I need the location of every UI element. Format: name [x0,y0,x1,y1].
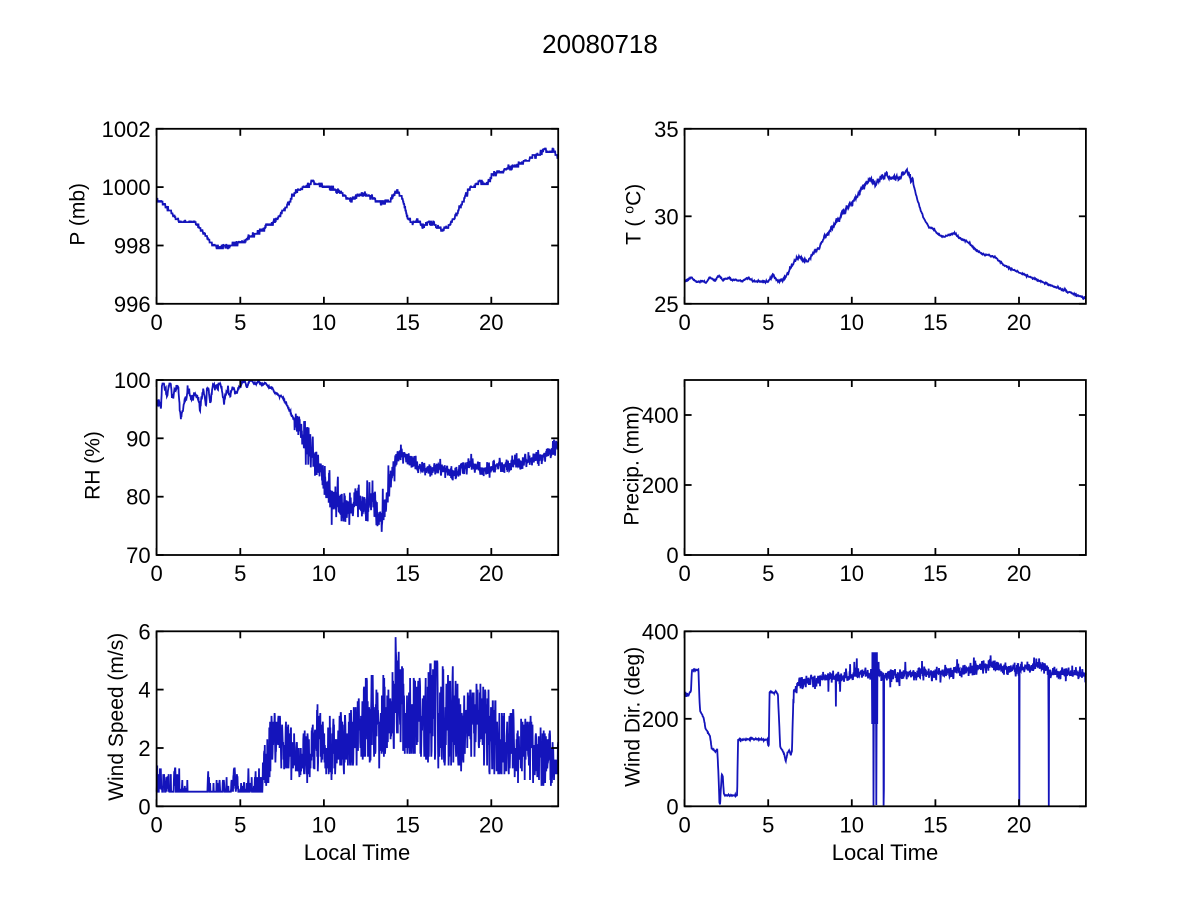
svg-text:80: 80 [126,485,150,510]
svg-text:0: 0 [666,794,678,819]
svg-text:1000: 1000 [102,175,151,200]
svg-text:200: 200 [642,707,679,732]
svg-text:5: 5 [762,561,774,586]
svg-text:Precip. (mm): Precip. (mm) [621,405,644,525]
svg-text:10: 10 [312,561,336,586]
svg-text:35: 35 [654,117,678,142]
svg-text:400: 400 [642,403,679,428]
svg-text:20080718: 20080718 [542,29,658,59]
svg-text:200: 200 [642,473,679,498]
svg-text:0: 0 [678,561,690,586]
svg-text:10: 10 [840,812,864,837]
svg-text:15: 15 [395,561,419,586]
svg-text:100: 100 [114,368,151,393]
svg-text:20: 20 [1007,561,1031,586]
svg-text:15: 15 [923,812,947,837]
svg-text:15: 15 [923,561,947,586]
svg-text:RH (%): RH (%) [82,431,105,500]
svg-text:998: 998 [114,234,151,259]
svg-text:Local Time: Local Time [832,840,938,865]
svg-text:15: 15 [395,812,419,837]
svg-text:0: 0 [150,310,162,335]
svg-text:10: 10 [312,812,336,837]
svg-text:T ( oC): T ( oC) [621,184,646,245]
svg-text:10: 10 [840,561,864,586]
svg-text:P (mb): P (mb) [67,183,90,246]
svg-text:2: 2 [138,736,150,761]
svg-text:10: 10 [312,310,336,335]
svg-text:30: 30 [654,204,678,229]
svg-text:0: 0 [150,812,162,837]
svg-text:0: 0 [150,561,162,586]
svg-text:4: 4 [138,678,150,703]
svg-text:5: 5 [762,812,774,837]
svg-text:1002: 1002 [102,117,151,142]
svg-text:5: 5 [234,310,246,335]
svg-text:20: 20 [479,561,503,586]
svg-text:Wind Dir. (deg): Wind Dir. (deg) [622,647,645,787]
svg-text:Wind Speed (m/s): Wind Speed (m/s) [105,633,128,801]
svg-text:20: 20 [1007,310,1031,335]
svg-text:6: 6 [138,619,150,644]
svg-text:0: 0 [138,794,150,819]
svg-text:20: 20 [1007,812,1031,837]
svg-text:70: 70 [126,543,150,568]
svg-text:5: 5 [234,561,246,586]
svg-text:0: 0 [678,310,690,335]
svg-text:Local Time: Local Time [304,840,410,865]
svg-text:20: 20 [479,310,503,335]
svg-text:0: 0 [666,543,678,568]
svg-text:15: 15 [395,310,419,335]
svg-text:5: 5 [234,812,246,837]
svg-text:5: 5 [762,310,774,335]
svg-text:25: 25 [654,292,678,317]
svg-text:400: 400 [642,619,679,644]
svg-text:996: 996 [114,292,151,317]
svg-text:15: 15 [923,310,947,335]
svg-text:20: 20 [479,812,503,837]
svg-text:0: 0 [678,812,690,837]
svg-text:90: 90 [126,426,150,451]
svg-text:10: 10 [840,310,864,335]
